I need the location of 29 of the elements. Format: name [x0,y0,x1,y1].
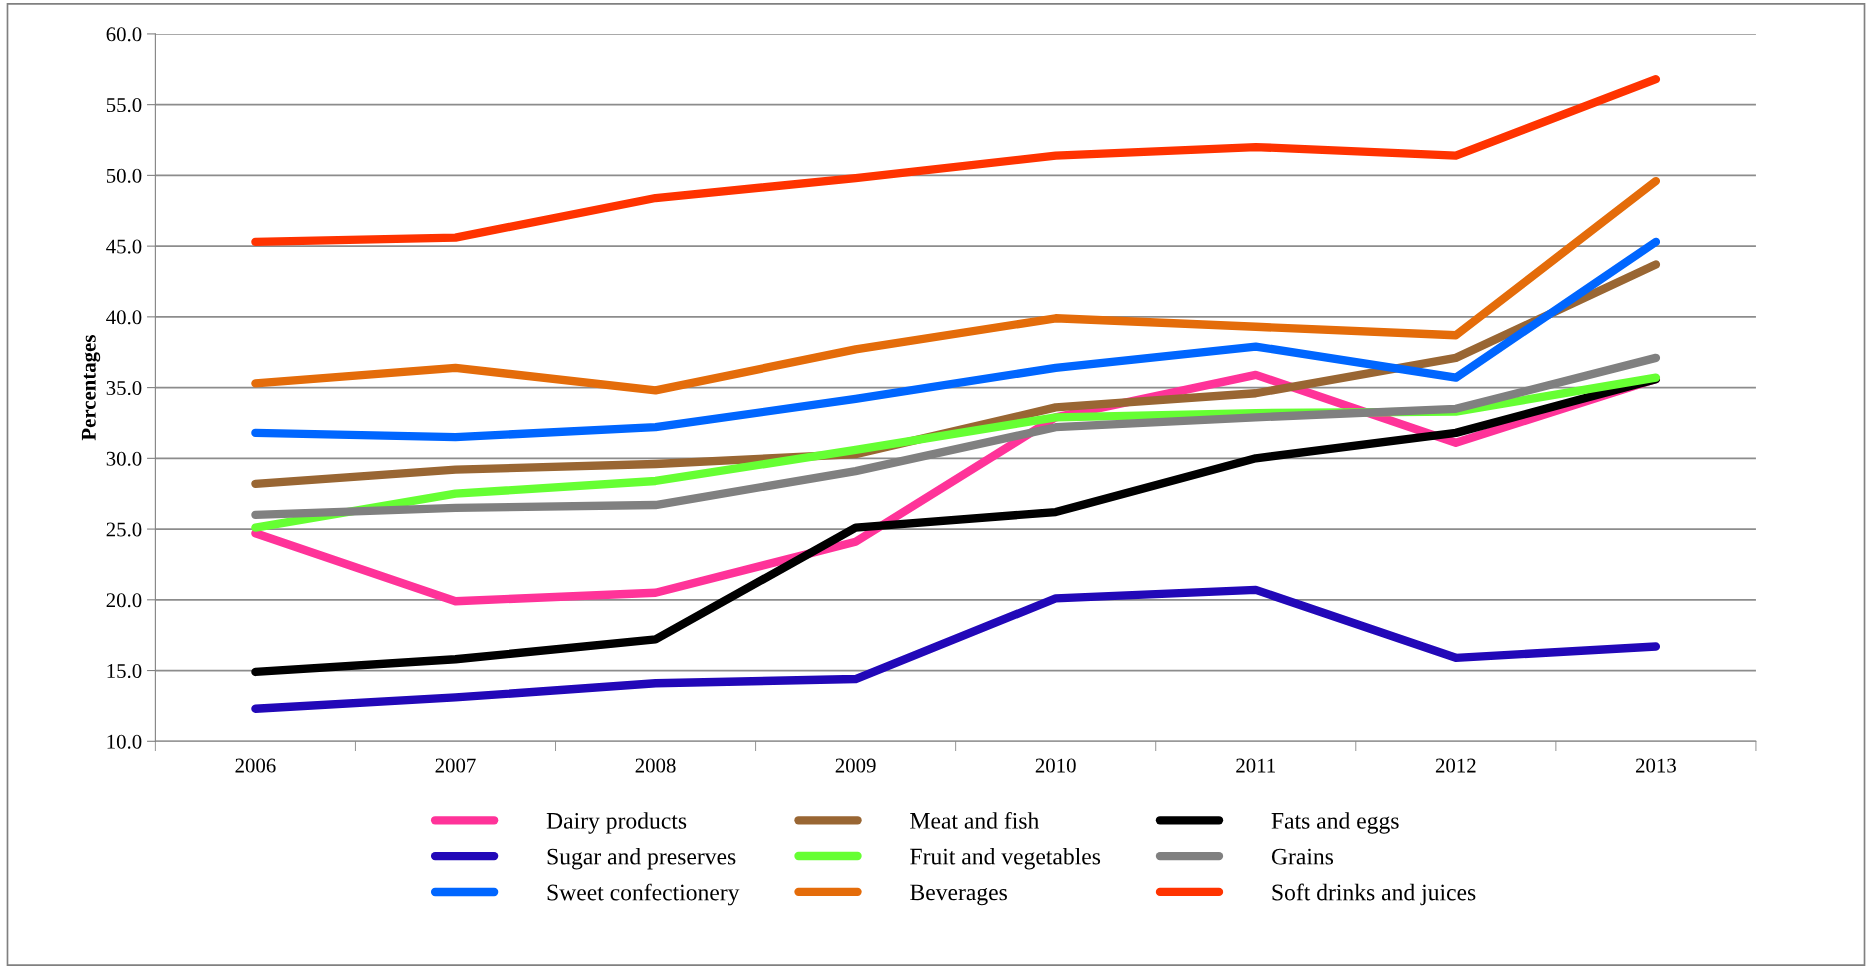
y-axis-title: Percentages [81,335,101,441]
y-tick-label: 20.0 [106,593,142,608]
y-tick-label: 40.0 [106,310,142,325]
x-tick-label: 2012 [1435,758,1476,773]
legend-label: Soft drinks and juices [1272,883,1476,906]
x-tick-label: 2009 [835,758,876,773]
legend-label: Sweet confectionery [547,883,740,906]
legend-label: Dairy products [546,812,687,834]
y-tick-label: 35.0 [106,380,142,396]
y-tick-label: 55.0 [106,98,142,113]
legend-label: Beverages [910,884,1007,906]
y-tick-label: 30.0 [106,451,142,466]
legend-label: Fruit and vegetables [910,847,1101,870]
y-tick-label: 10.0 [107,734,142,749]
x-tick-label: 2013 [1635,758,1676,773]
legend-label: Fats and eggs [1271,812,1399,834]
legend-label: Sugar and preserves [547,847,736,870]
x-tick-label: 2007 [435,758,476,773]
y-tick-label: 15.0 [107,663,142,679]
y-tick-label: 45.0 [106,239,142,254]
x-tick-label: 2006 [235,758,276,773]
x-tick-label: 2008 [635,758,676,773]
legend-label: Meat and fish [910,811,1039,829]
legend-label: Grains [1271,848,1334,865]
x-tick-label: 2011 [1236,758,1275,773]
y-tick-label: 25.0 [106,522,142,537]
y-tick-label: 50.0 [106,168,142,183]
x-tick-label: 2010 [1035,758,1076,773]
y-tick-label: 60.0 [106,27,142,42]
